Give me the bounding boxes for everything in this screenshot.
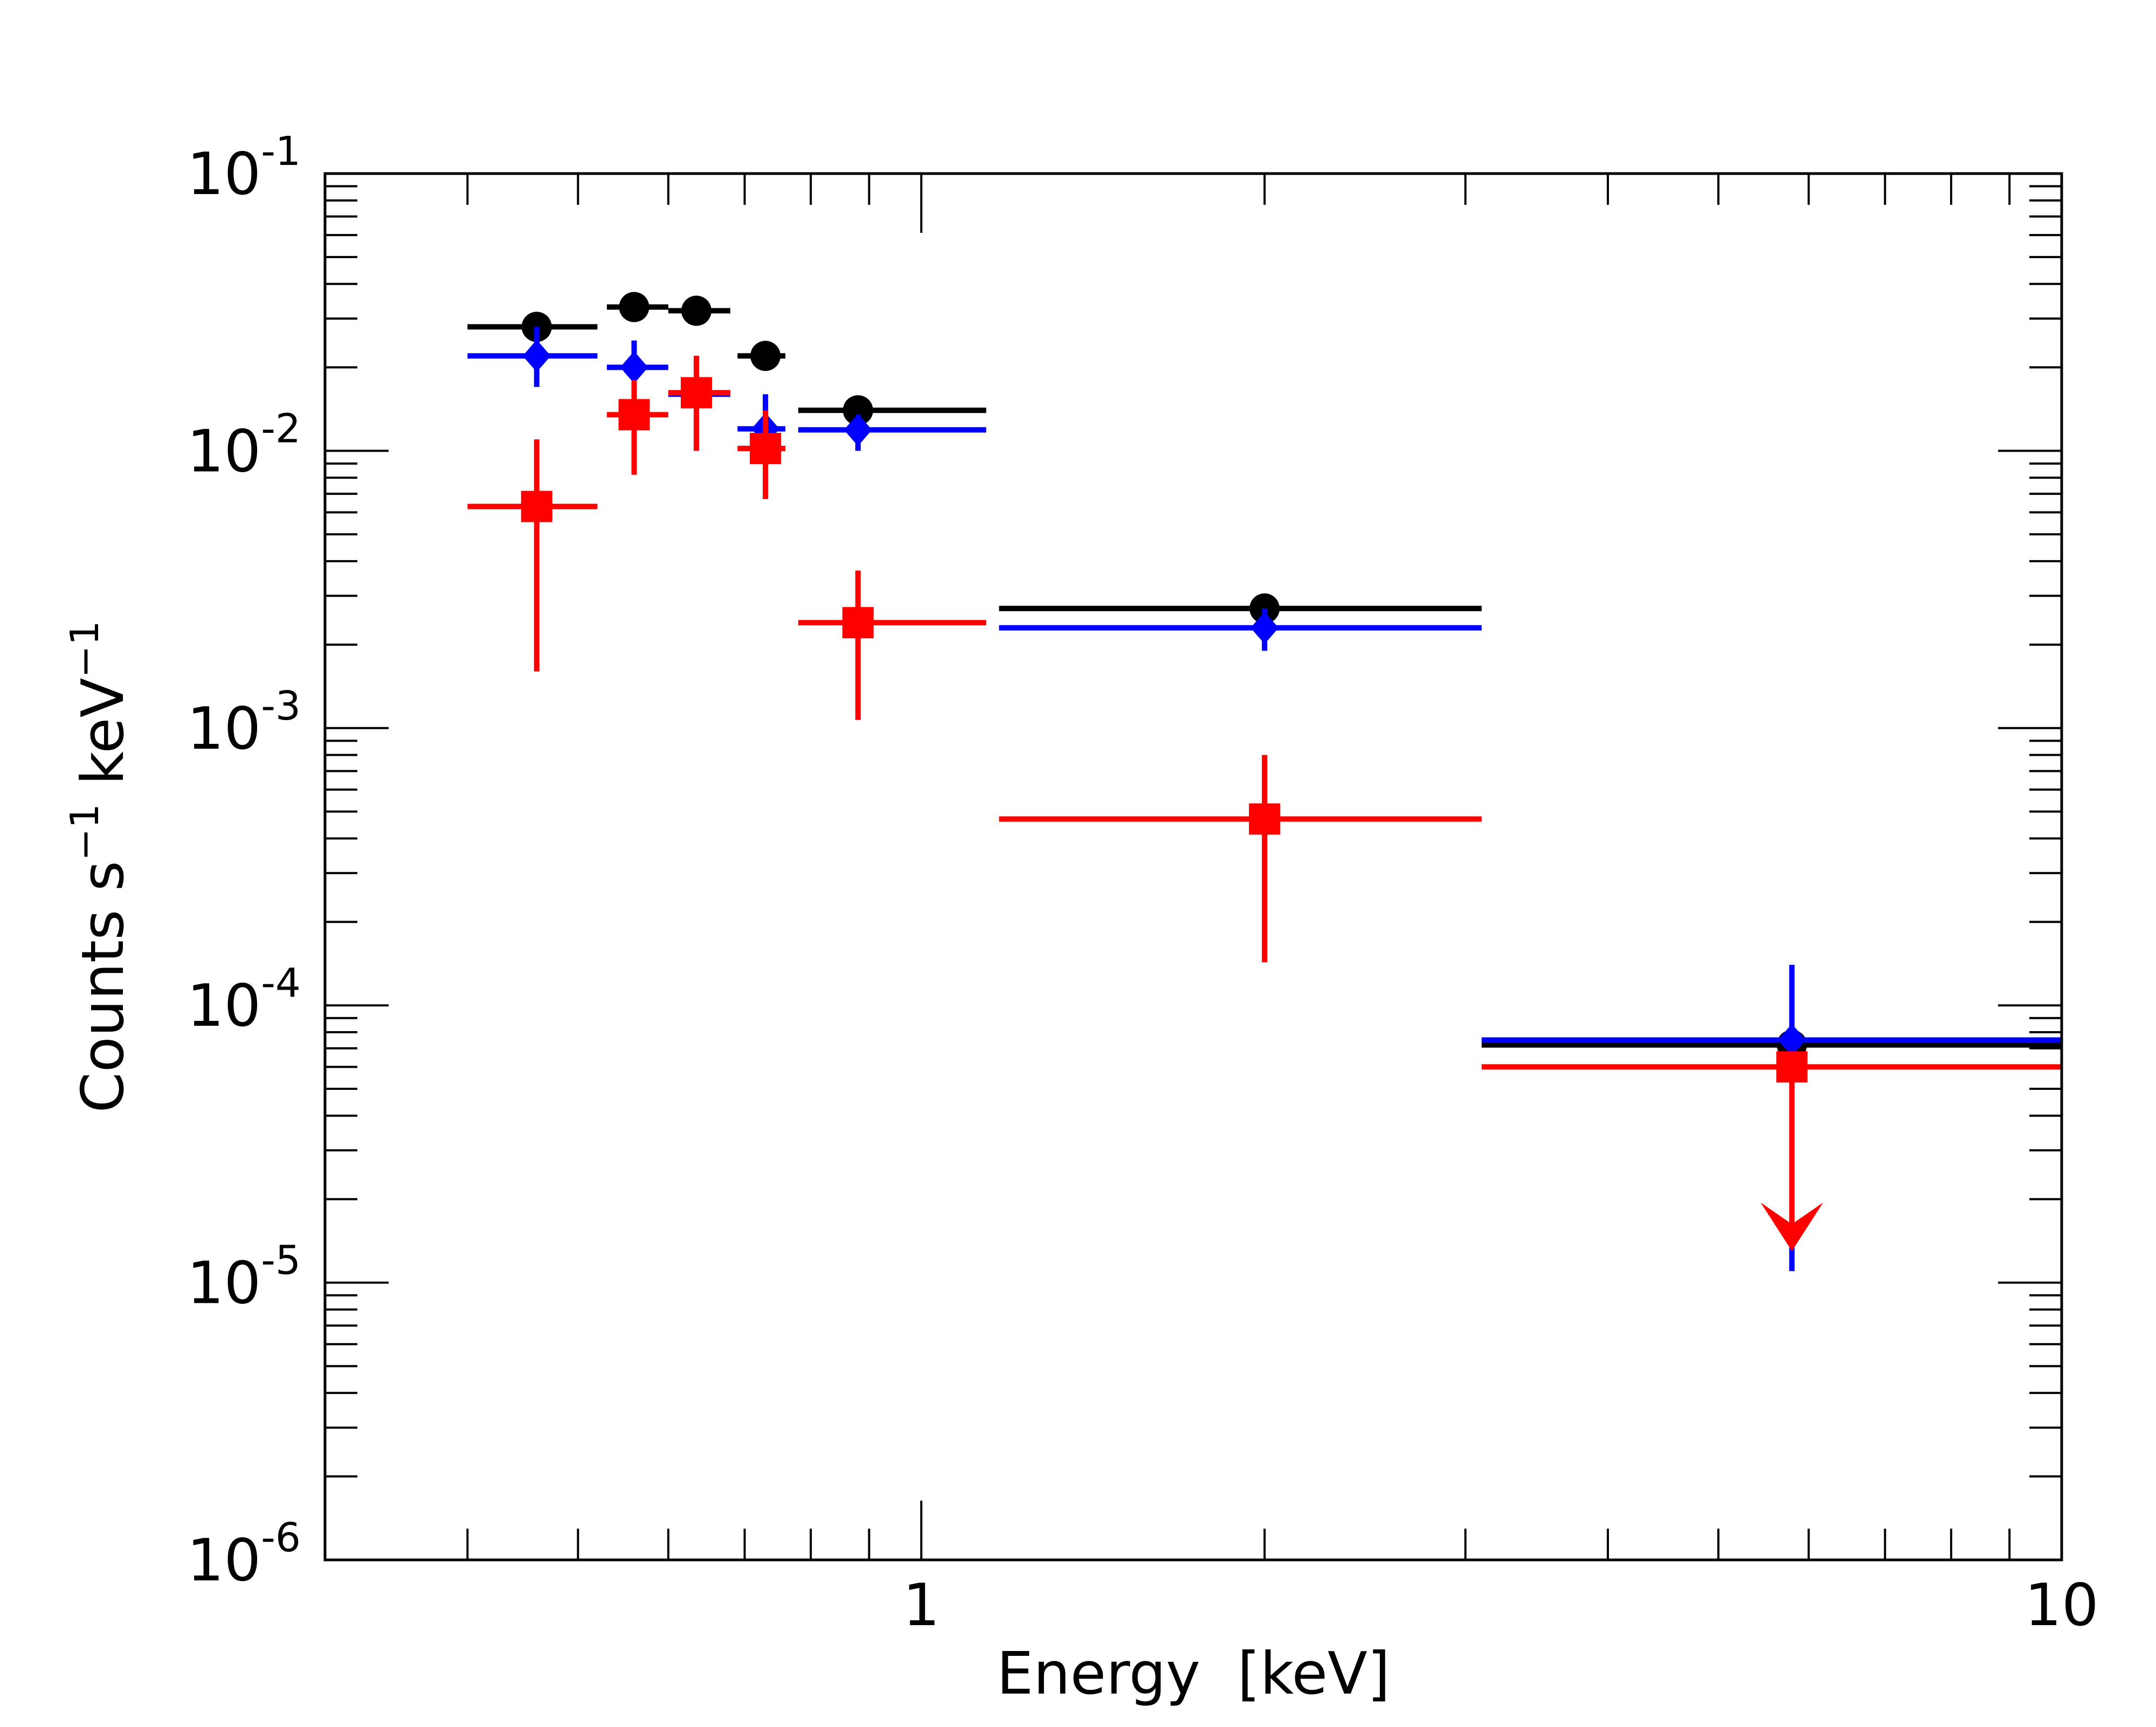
plot-frame	[323, 172, 2063, 1562]
y-tick-label-exponent: -6	[261, 1515, 301, 1561]
data-point-square	[1249, 803, 1281, 835]
data-point-square	[521, 491, 552, 522]
data-point-square	[618, 399, 650, 431]
data-series	[467, 292, 2062, 1272]
y-tick-label-base: 10	[187, 418, 261, 485]
y-tick-label-exponent: -5	[261, 1238, 301, 1284]
data-point-square	[680, 377, 712, 409]
y-tick-label: 10-3	[187, 683, 301, 763]
y-tick-label-exponent: -3	[261, 683, 301, 729]
data-point-diamond	[620, 351, 648, 384]
y-tick-label: 10-5	[187, 1238, 301, 1317]
data-point-diamond	[522, 340, 551, 372]
x-tick-labels: 1 10	[903, 1572, 2099, 1639]
x-tick-label: 1	[903, 1572, 940, 1639]
data-point-circle	[842, 395, 873, 426]
y-axis-label-exp-kev: −1	[62, 620, 107, 678]
data-point-diamond	[1778, 1024, 1806, 1056]
y-tick-label-base: 10	[187, 141, 261, 208]
data-point-square	[842, 607, 874, 639]
data-point-circle	[619, 292, 649, 322]
y-tick-label: 10-1	[187, 128, 301, 208]
y-tick-label: 10-4	[187, 960, 301, 1040]
data-point-circle	[681, 295, 711, 326]
data-point-diamond	[844, 413, 872, 446]
y-tick-label-exponent: -1	[261, 128, 301, 175]
axis-ticks	[325, 172, 2062, 1561]
series-red	[467, 356, 2062, 1251]
y-tick-label-base: 10	[187, 695, 261, 763]
data-point-circle	[750, 341, 781, 371]
y-tick-label-base: 10	[187, 1527, 261, 1594]
data-point-square	[750, 432, 782, 464]
y-axis-label-exp-s: −1	[62, 804, 107, 861]
y-axis-label-unit-counts: Counts s	[70, 861, 137, 1113]
y-tick-label-exponent: -4	[261, 960, 301, 1006]
y-axis-label-unit-kev: keV	[70, 678, 137, 804]
y-tick-label-exponent: -2	[261, 405, 301, 452]
y-tick-label: 10-2	[187, 405, 301, 485]
y-tick-label-base: 10	[187, 1250, 261, 1317]
x-tick-label: 10	[2024, 1572, 2098, 1639]
y-tick-labels: 10-110-210-310-410-510-6	[187, 128, 301, 1594]
y-axis-label: Counts s−1 keV−1	[62, 620, 137, 1113]
y-tick-label: 10-6	[187, 1515, 301, 1594]
upper-limit-arrow	[1760, 1202, 1823, 1251]
y-tick-label-base: 10	[187, 972, 261, 1040]
x-axis-label: Energy [keV]	[997, 1640, 1390, 1708]
data-point-diamond	[1250, 611, 1279, 644]
data-point-square	[1776, 1051, 1808, 1083]
